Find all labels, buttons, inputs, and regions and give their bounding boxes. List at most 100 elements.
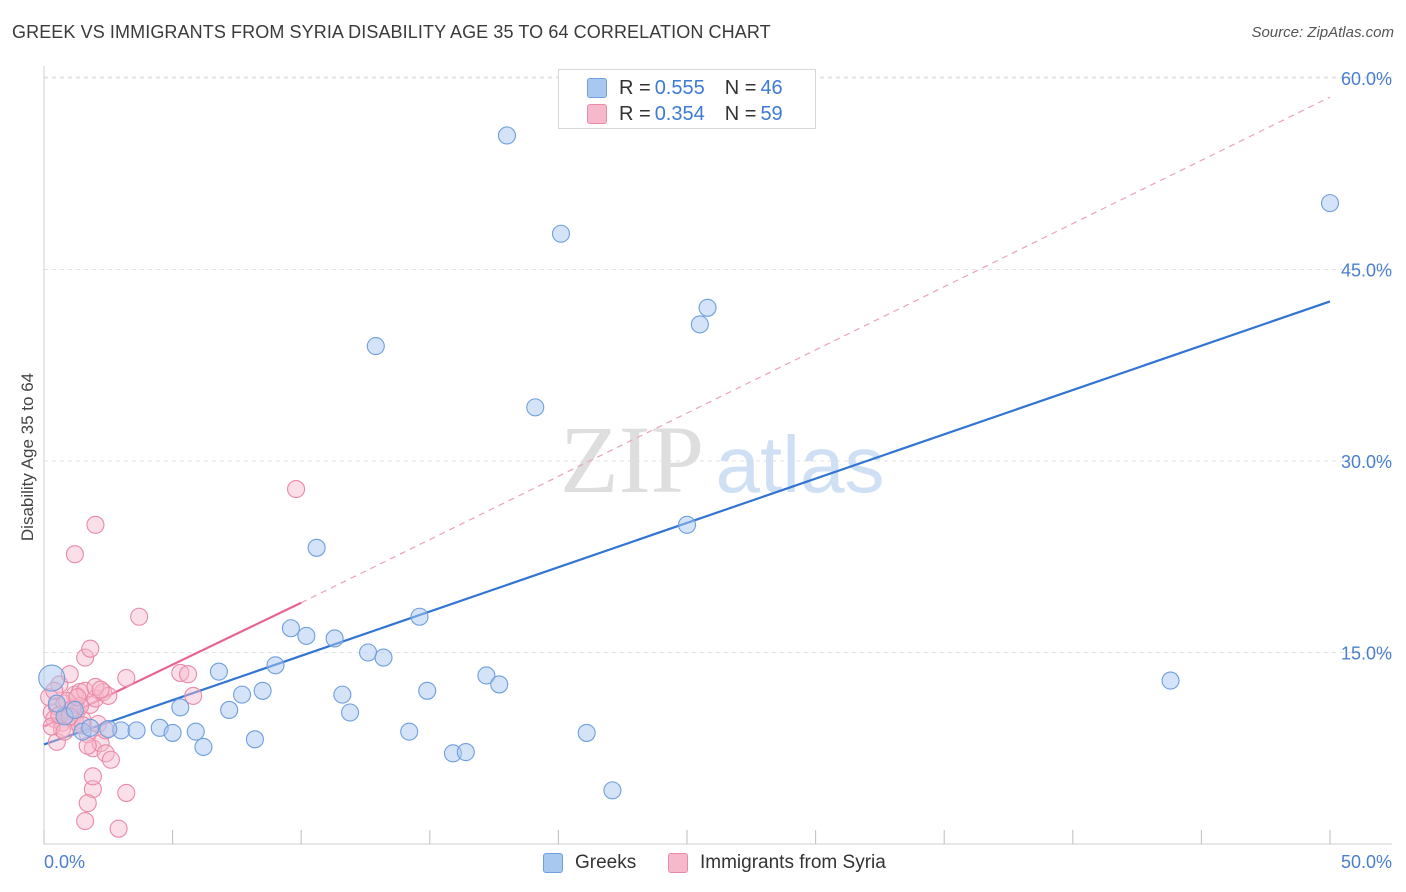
legend-row-syria: R = 0.354 N = 59 bbox=[587, 102, 783, 126]
data-point-greeks bbox=[220, 700, 239, 720]
data-point-greeks bbox=[497, 126, 517, 145]
y-tick-labels: 15.0% 30.0% 45.0% 60.0% bbox=[1341, 69, 1392, 664]
legend-r-value: 0.555 bbox=[654, 76, 705, 99]
data-point-greeks bbox=[194, 737, 213, 757]
data-point-greeks bbox=[38, 664, 66, 692]
data-point-greeks bbox=[477, 666, 496, 685]
legend-r-label: R = bbox=[619, 102, 651, 125]
legend-row-greeks: R = 0.555 N = 46 bbox=[587, 76, 783, 100]
y-tick-label: 45.0% bbox=[1341, 261, 1392, 281]
data-point-greeks bbox=[418, 681, 437, 700]
legend-n-value: 46 bbox=[760, 76, 783, 99]
legend-swatch-syria bbox=[587, 104, 607, 124]
trend-line-syria bbox=[43, 601, 302, 728]
data-point-syria bbox=[76, 811, 95, 831]
data-point-syria bbox=[76, 648, 95, 667]
data-point-syria bbox=[117, 783, 136, 802]
data-point-greeks bbox=[65, 700, 84, 720]
data-point-greeks bbox=[341, 703, 360, 722]
data-point-greeks bbox=[551, 224, 571, 243]
data-point-greeks bbox=[127, 721, 146, 740]
legend-swatch-greeks bbox=[587, 78, 607, 98]
data-point-greeks bbox=[490, 675, 509, 694]
data-point-greeks bbox=[171, 698, 190, 717]
legend-swatch-greeks bbox=[543, 853, 563, 873]
x-tick-label-max: 50.0% bbox=[1341, 852, 1392, 872]
data-point-greeks bbox=[366, 337, 385, 356]
data-point-greeks bbox=[186, 722, 205, 741]
data-point-syria bbox=[171, 663, 190, 682]
y-tick-label: 30.0% bbox=[1341, 452, 1392, 472]
axes bbox=[43, 66, 1392, 845]
data-point-syria bbox=[78, 794, 97, 813]
watermark: ZIP atlas bbox=[560, 406, 884, 513]
data-point-greeks bbox=[163, 723, 182, 742]
data-point-syria bbox=[81, 639, 100, 658]
correlation-legend: R = 0.555 N = 46 R = 0.354 N = 59 bbox=[558, 69, 816, 129]
data-point-greeks bbox=[81, 718, 100, 737]
legend-label-syria: Immigrants from Syria bbox=[700, 852, 886, 873]
data-point-greeks bbox=[47, 694, 66, 713]
legend-label-greeks: Greeks bbox=[575, 852, 637, 873]
data-point-greeks bbox=[603, 781, 622, 800]
legend-n-value: 59 bbox=[760, 102, 783, 125]
legend-item-greeks[interactable]: Greeks bbox=[543, 852, 636, 874]
gridlines bbox=[44, 76, 1392, 653]
data-point-syria bbox=[65, 545, 84, 564]
data-point-syria bbox=[101, 750, 120, 769]
data-point-greeks bbox=[577, 723, 596, 742]
data-point-syria bbox=[83, 780, 102, 799]
data-point-greeks bbox=[1320, 194, 1340, 213]
trend-line-syria-extrapolated bbox=[300, 96, 1331, 604]
data-point-syria bbox=[86, 515, 105, 534]
data-point-greeks bbox=[456, 743, 475, 762]
watermark-zip: ZIP bbox=[560, 406, 704, 513]
data-point-greeks bbox=[359, 643, 378, 662]
legend-r-label: R = bbox=[619, 76, 651, 99]
legend-swatch-syria bbox=[668, 853, 688, 873]
data-point-syria bbox=[130, 607, 149, 626]
data-point-greeks bbox=[245, 730, 264, 749]
data-point-greeks bbox=[253, 681, 272, 700]
data-point-greeks bbox=[333, 685, 352, 704]
data-point-syria bbox=[86, 677, 105, 697]
y-tick-label: 15.0% bbox=[1341, 644, 1392, 664]
source-label: Source: ZipAtlas.com bbox=[1251, 24, 1394, 41]
data-point-greeks bbox=[400, 722, 419, 741]
data-point-syria bbox=[91, 680, 110, 699]
data-point-syria bbox=[55, 722, 74, 741]
data-point-greeks bbox=[1161, 671, 1180, 690]
legend-r-value: 0.354 bbox=[654, 102, 705, 125]
data-point-syria bbox=[184, 686, 203, 705]
data-point-greeks bbox=[526, 398, 545, 417]
legend-n-label: N = bbox=[724, 76, 757, 99]
data-point-greeks bbox=[232, 685, 252, 704]
data-point-greeks bbox=[209, 662, 228, 681]
data-point-greeks bbox=[307, 538, 326, 557]
data-point-syria bbox=[117, 668, 136, 688]
x-tick-label-min: 0.0% bbox=[44, 852, 85, 872]
series-legend: Greeks Immigrants from Syria bbox=[0, 852, 1406, 878]
data-point-syria bbox=[109, 819, 128, 838]
data-point-greeks bbox=[99, 720, 118, 739]
data-point-greeks bbox=[410, 607, 429, 626]
data-point-greeks bbox=[698, 298, 717, 317]
data-point-greeks bbox=[677, 515, 697, 534]
legend-item-syria[interactable]: Immigrants from Syria bbox=[668, 852, 886, 874]
data-point-syria bbox=[287, 480, 306, 499]
series-greeks bbox=[38, 126, 1340, 800]
data-point-greeks bbox=[374, 648, 393, 667]
x-tick-labels: 0.0% 50.0% bbox=[44, 852, 1392, 872]
data-point-greeks bbox=[297, 626, 316, 645]
data-point-greeks bbox=[281, 619, 300, 638]
data-point-greeks bbox=[325, 629, 344, 648]
y-tick-label: 60.0% bbox=[1341, 69, 1392, 89]
legend-n-label: N = bbox=[724, 102, 757, 125]
data-point-syria bbox=[178, 665, 198, 684]
data-point-greeks bbox=[690, 315, 709, 334]
chart-title: GREEK VS IMMIGRANTS FROM SYRIA DISABILIT… bbox=[12, 22, 771, 42]
data-point-greeks bbox=[266, 656, 285, 675]
series-immigrants-from-syria bbox=[40, 480, 306, 838]
data-point-syria bbox=[83, 767, 102, 786]
